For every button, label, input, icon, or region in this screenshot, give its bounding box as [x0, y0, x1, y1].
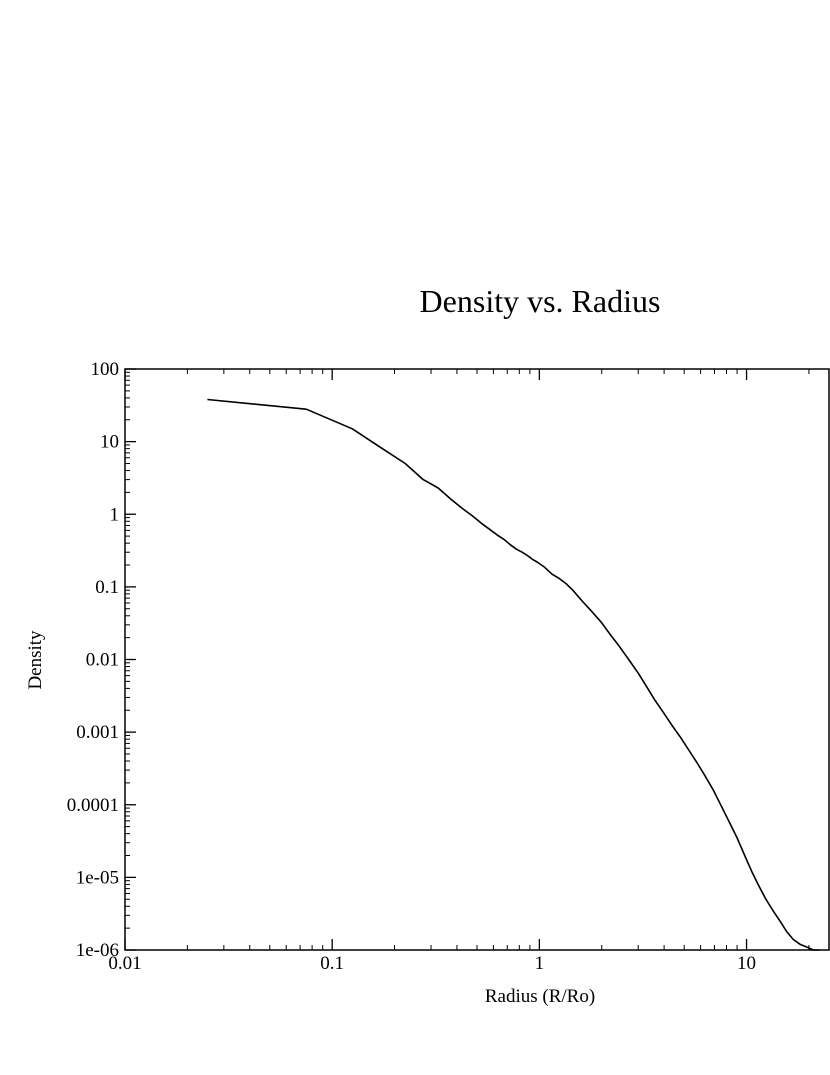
plot-border	[124, 368, 830, 951]
major-ticks	[124, 368, 748, 951]
y-tick-label: 0.001	[76, 722, 119, 743]
y-tick-label: 1	[110, 504, 120, 525]
x-axis-label: Radius (R/Ro)	[485, 986, 595, 1007]
y-tick-label: 0.01	[86, 650, 119, 671]
y-axis-label: Density	[25, 630, 46, 690]
y-tick-label: 100	[91, 359, 120, 380]
series-line	[207, 398, 820, 951]
plot-frame	[124, 368, 830, 951]
x-tick-label: 1	[535, 953, 545, 974]
chart-title: Density vs. Radius	[420, 283, 661, 319]
x-tick-label: 10	[737, 953, 756, 974]
y-tick-label: 10	[100, 432, 119, 453]
minor-ticks	[125, 369, 810, 950]
y-tick-label: 1e-05	[76, 867, 119, 888]
x-tick-labels: 0.01 0.1 1 10	[108, 953, 756, 974]
y-tick-label: 1e-06	[76, 940, 119, 961]
x-tick-label: 0.01	[108, 953, 141, 974]
series-group	[207, 398, 820, 951]
y-tick-label: 0.0001	[67, 795, 119, 816]
y-tick-labels: 100 10 1 0.1 0.01 0.001 0.0001 1e-05 1e-06	[67, 359, 119, 961]
y-tick-label: 0.1	[95, 577, 119, 598]
x-tick-label: 0.1	[320, 953, 344, 974]
